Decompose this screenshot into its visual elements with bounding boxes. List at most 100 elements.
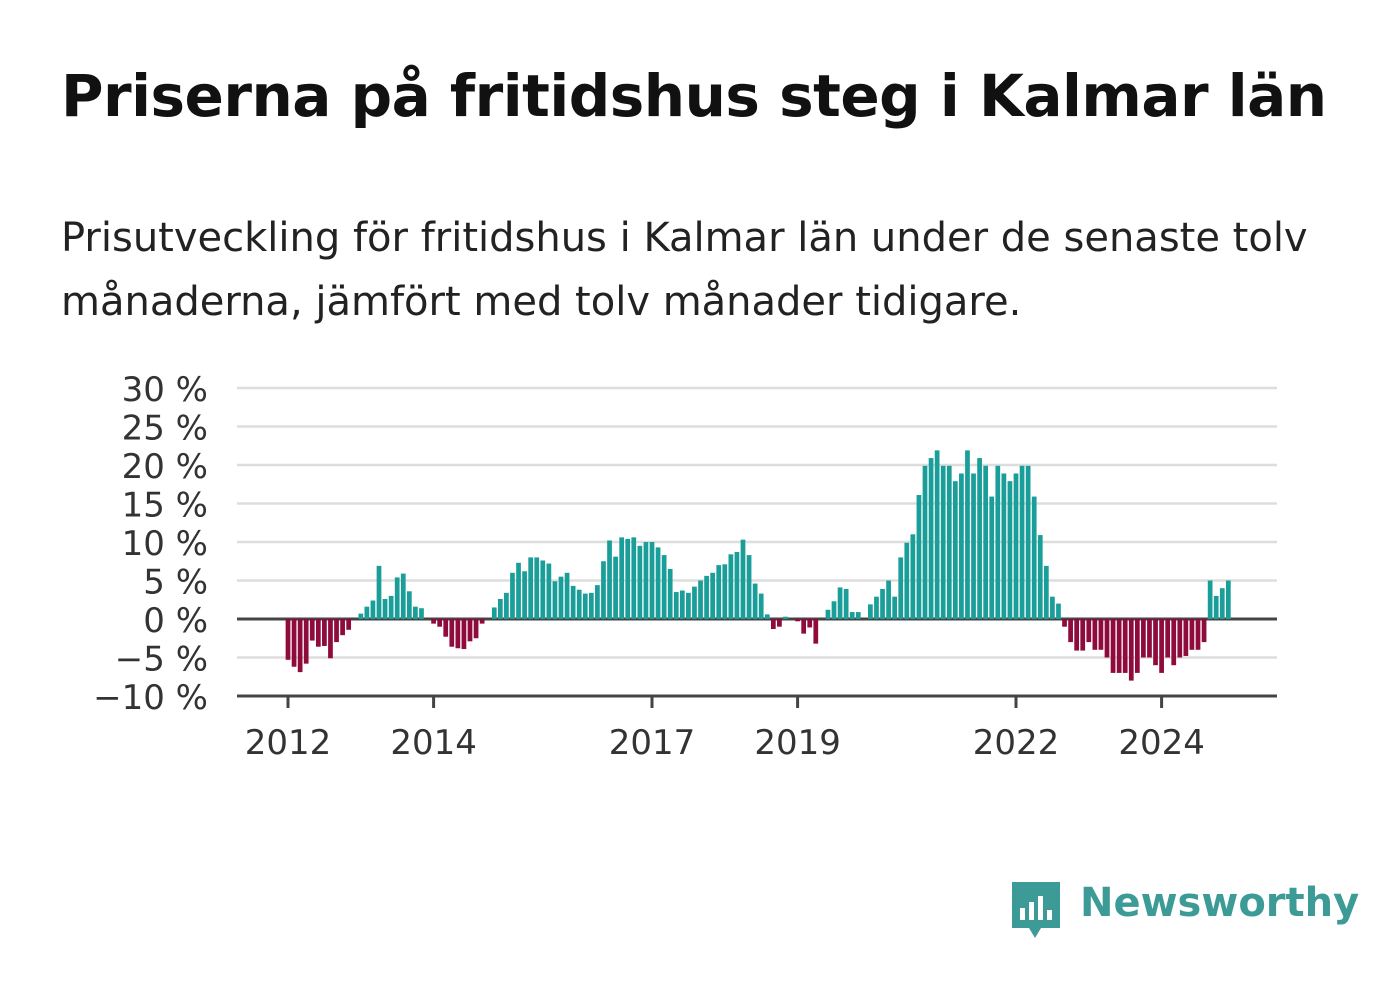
bar: [340, 619, 345, 636]
bar: [649, 542, 655, 619]
bar: [952, 481, 958, 619]
bar: [582, 593, 588, 619]
bar: [570, 585, 576, 619]
bar: [558, 576, 564, 619]
bar: [413, 606, 418, 619]
bar: [394, 577, 400, 619]
bar: [989, 496, 995, 619]
bar: [886, 580, 891, 619]
bar: [655, 547, 661, 619]
bar: [813, 619, 819, 644]
bar: [346, 619, 352, 630]
bar: [825, 609, 831, 619]
x-tick-label: 2014: [390, 723, 477, 763]
x-tick-label: 2017: [609, 723, 696, 763]
bar: [528, 557, 534, 619]
bar: [1062, 619, 1067, 627]
x-tick-label: 2019: [754, 723, 841, 763]
bar: [631, 537, 637, 619]
chart-subtitle: Prisutveckling för fritidshus i Kalmar l…: [61, 215, 1308, 325]
bar-chart-speech-bubble-icon: [1012, 882, 1060, 938]
bar: [740, 539, 746, 619]
bar: [1122, 619, 1128, 673]
brand-name: Newsworthy: [1080, 880, 1360, 926]
bar: [1104, 619, 1110, 658]
bar: [722, 564, 728, 619]
bar: [916, 495, 922, 619]
bar: [704, 575, 709, 619]
bar: [467, 619, 473, 642]
bar: [431, 619, 436, 624]
bar: [831, 601, 837, 619]
bar: [358, 613, 364, 619]
bar: [1207, 580, 1213, 619]
bar: [1013, 473, 1019, 619]
bar: [437, 619, 443, 627]
y-tick-label: 5 %: [143, 563, 208, 603]
bar: [971, 473, 976, 619]
bar: [400, 573, 406, 619]
bar: [849, 612, 855, 619]
bar: [1189, 619, 1195, 650]
bar: [419, 608, 424, 619]
bar: [1219, 588, 1225, 619]
bar: [965, 450, 970, 619]
bar: [777, 619, 782, 627]
bar: [546, 563, 552, 619]
bar: [443, 619, 449, 637]
bar: [510, 572, 515, 619]
bar: [516, 562, 521, 619]
bar: [552, 581, 558, 619]
bar: [449, 619, 455, 647]
bar: [303, 619, 309, 664]
bar: [370, 600, 376, 619]
bar: [1171, 619, 1177, 666]
bar: [758, 593, 764, 619]
bar: [328, 619, 333, 659]
bar: [770, 619, 776, 630]
bar: [376, 565, 382, 619]
bar: [1092, 619, 1098, 650]
bar: [1183, 619, 1189, 656]
x-tick-label: 2024: [1118, 723, 1205, 763]
bar: [710, 572, 716, 619]
bar: [928, 458, 934, 619]
bar: [522, 571, 527, 619]
bar: [1037, 535, 1043, 619]
bar: [904, 542, 910, 619]
bar: [667, 568, 673, 619]
bar: [959, 473, 964, 619]
bar: [922, 465, 928, 619]
y-tick-label: 10 %: [122, 524, 208, 564]
bar: [334, 619, 339, 643]
bar: [637, 545, 643, 619]
bar: [783, 616, 788, 619]
bar: [1147, 619, 1152, 658]
bar: [619, 537, 625, 619]
bar: [1080, 619, 1086, 651]
chart-title: Priserna på fritidshus steg i Kalmar län: [61, 62, 1327, 130]
bar: [868, 604, 873, 619]
bar: [1001, 473, 1007, 619]
y-tick-label: −10 %: [93, 678, 208, 718]
bar: [728, 554, 734, 619]
bar: [601, 561, 606, 619]
bar: [564, 572, 570, 619]
bar: [297, 619, 303, 673]
y-tick-label: 25 %: [122, 409, 208, 449]
bar: [977, 458, 982, 619]
y-tick-label: 30 %: [122, 370, 208, 410]
bar: [764, 614, 770, 619]
bar: [1134, 619, 1140, 673]
bar: [1225, 580, 1231, 619]
bar: [1165, 619, 1171, 658]
bar: [491, 607, 497, 619]
bar: [983, 465, 989, 619]
bar: [1074, 619, 1080, 651]
bar: [1098, 619, 1104, 650]
bar: [1141, 619, 1146, 658]
bar: [1086, 619, 1092, 643]
x-tick-label: 2012: [245, 723, 332, 763]
bar: [1025, 465, 1031, 619]
y-tick-label: 15 %: [122, 486, 208, 526]
